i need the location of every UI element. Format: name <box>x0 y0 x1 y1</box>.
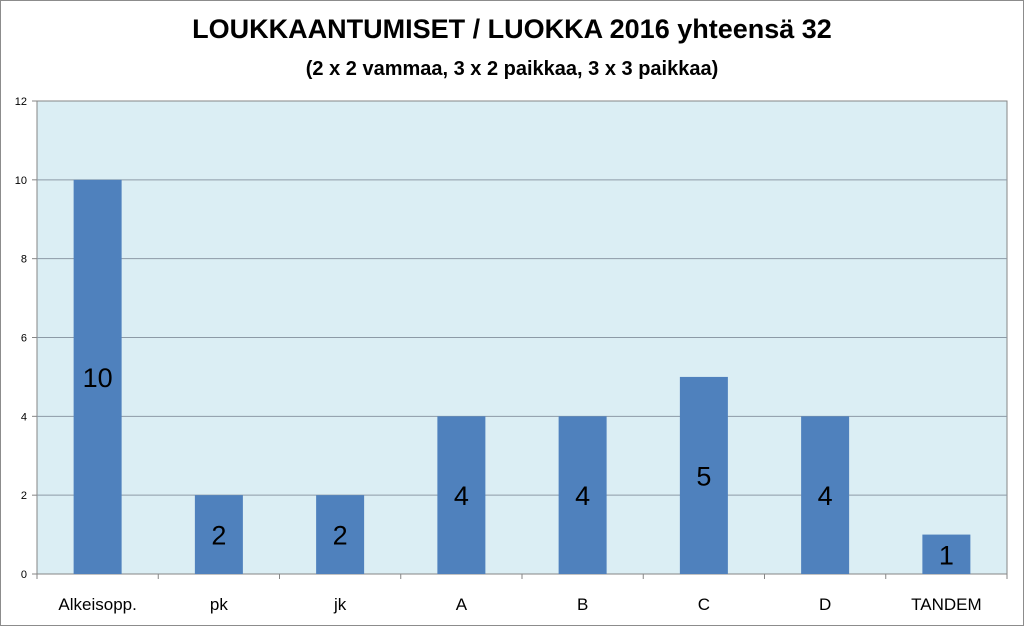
y-tick-label: 4 <box>21 411 27 423</box>
chart-title: LOUKKAANTUMISET / LUOKKA 2016 yhteensä 3… <box>192 14 832 44</box>
bar <box>316 495 365 574</box>
y-tick-label: 6 <box>21 333 27 345</box>
data-label: 4 <box>575 481 590 511</box>
x-tick-label: Alkeisopp. <box>58 595 136 614</box>
bar <box>73 179 122 575</box>
x-tick-label: TANDEM <box>911 595 982 614</box>
chart-subtitle: (2 x 2 vammaa, 3 x 2 paikkaa, 3 x 3 paik… <box>305 58 719 80</box>
bar <box>922 534 971 574</box>
x-tick-label: C <box>698 595 710 614</box>
x-tick-label: A <box>456 595 468 614</box>
bar <box>679 376 728 574</box>
data-label: 5 <box>696 461 711 491</box>
data-label: 4 <box>454 481 469 511</box>
data-label: 4 <box>818 481 833 511</box>
x-tick-label: D <box>819 595 831 614</box>
data-label: 10 <box>83 363 113 393</box>
data-label: 1 <box>939 540 954 570</box>
x-tick-label: pk <box>210 595 228 614</box>
y-tick-label: 2 <box>21 490 27 502</box>
bar <box>437 416 486 574</box>
y-tick-label: 10 <box>15 175 27 187</box>
y-tick-label: 8 <box>21 254 27 266</box>
bar <box>194 495 243 574</box>
x-tick-label: jk <box>333 595 347 614</box>
data-label: 2 <box>211 521 226 551</box>
y-tick-label: 0 <box>21 569 27 581</box>
data-label: 2 <box>333 521 348 551</box>
y-tick-label: 12 <box>15 96 27 108</box>
x-tick-label: B <box>577 595 588 614</box>
bar <box>801 416 850 574</box>
bar <box>558 416 607 574</box>
